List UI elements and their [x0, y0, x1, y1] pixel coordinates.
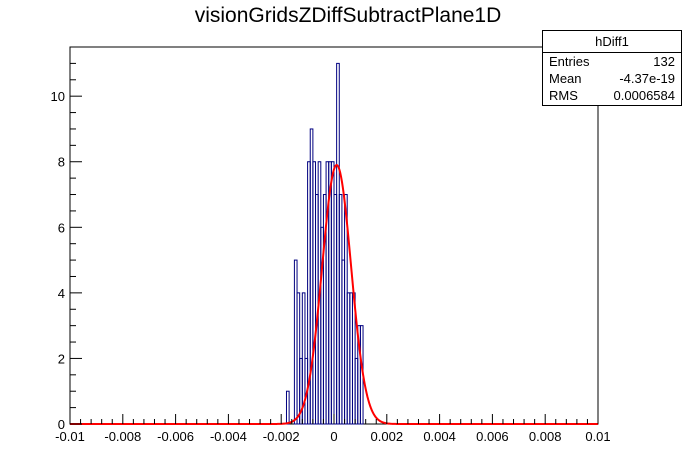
y-tick-label: 10: [51, 89, 65, 104]
stats-value: -4.37e-19: [619, 71, 675, 86]
x-tick-label: -0.002: [263, 429, 300, 444]
x-tick-label: -0.006: [157, 429, 194, 444]
x-tick-label: -0.004: [210, 429, 247, 444]
stats-label: Mean: [549, 71, 582, 86]
y-tick-label: 0: [58, 417, 65, 432]
x-tick-label: -0.01: [55, 429, 85, 444]
y-tick-label: 8: [58, 155, 65, 170]
x-tick-label: 0.01: [585, 429, 610, 444]
stats-value: 0.0006584: [613, 88, 675, 103]
stats-label: RMS: [549, 88, 578, 103]
stats-box: hDiff1 Entries 132 Mean -4.37e-19 RMS 0.…: [542, 30, 682, 106]
x-tick-label: 0.004: [423, 429, 456, 444]
chart-title: visionGridsZDiffSubtractPlane1D: [194, 4, 502, 27]
x-tick-label: 0.006: [476, 429, 509, 444]
gaussian-fit-curve: [70, 163, 598, 425]
x-tick-label: -0.008: [104, 429, 141, 444]
stats-row-mean: Mean -4.37e-19: [543, 70, 681, 87]
y-tick-label: 4: [58, 286, 65, 301]
y-tick-label: 2: [58, 351, 65, 366]
stats-label: Entries: [549, 54, 590, 69]
x-tick-label: 0.008: [529, 429, 562, 444]
stats-row-rms: RMS 0.0006584: [543, 87, 681, 104]
stats-value: 132: [653, 54, 675, 69]
y-tick-label: 6: [58, 220, 65, 235]
x-tick-label: 0.002: [371, 429, 404, 444]
stats-histogram-name: hDiff1: [543, 31, 681, 53]
x-tick-label: 0: [330, 429, 337, 444]
stats-row-entries: Entries 132: [543, 53, 681, 70]
